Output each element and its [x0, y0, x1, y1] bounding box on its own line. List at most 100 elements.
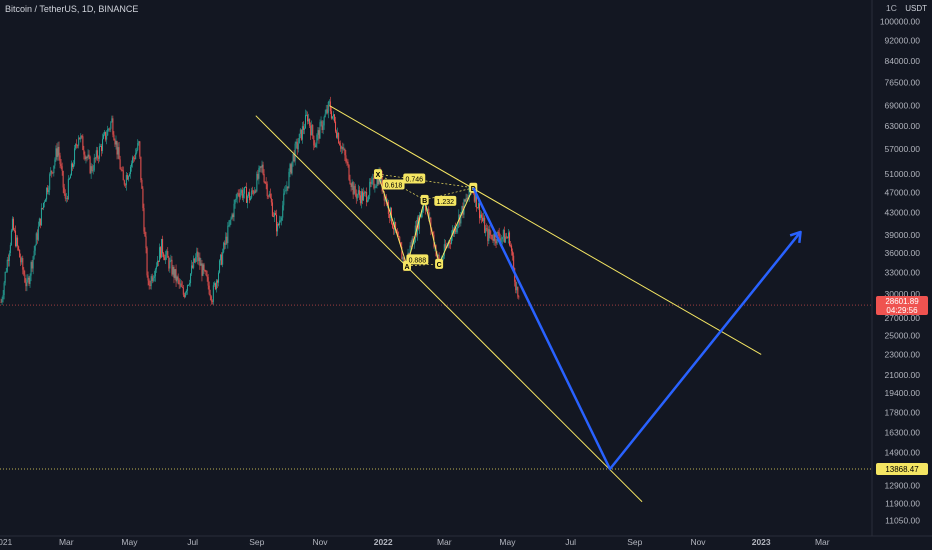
- candle-body: [93, 157, 95, 171]
- candle-body: [267, 195, 269, 197]
- candle-body: [13, 229, 15, 231]
- currency-selector[interactable]: USDT: [903, 4, 929, 13]
- candle-body: [36, 233, 38, 240]
- candle-body: [139, 141, 141, 157]
- candle-body: [196, 251, 198, 257]
- candle-body: [339, 143, 341, 146]
- candle-body: [461, 206, 463, 212]
- candle-body: [331, 116, 333, 119]
- candle-body: [517, 286, 519, 297]
- candle-body: [96, 150, 98, 158]
- candle-body: [374, 187, 376, 189]
- candle-body: [286, 186, 288, 191]
- candle-body: [1, 299, 3, 303]
- candle-body: [37, 226, 39, 240]
- candle-body: [292, 153, 294, 162]
- price-tick-label: 23000.00: [885, 349, 921, 359]
- candle-body: [422, 210, 424, 213]
- candle-body: [164, 257, 166, 261]
- candle-body: [56, 148, 58, 157]
- price-tick-label: 16300.00: [885, 427, 921, 437]
- candle-body: [475, 192, 477, 208]
- candle-body: [51, 170, 53, 173]
- candle-body: [465, 198, 467, 202]
- candle-body: [61, 166, 63, 171]
- pattern-point-label: B: [422, 198, 427, 205]
- candle-body: [500, 239, 502, 243]
- candle-body: [460, 211, 462, 224]
- candle-body: [381, 175, 383, 192]
- candle-body: [42, 202, 44, 209]
- pattern-ratio-label: 0.888: [409, 257, 427, 264]
- candle-body: [395, 221, 397, 231]
- pattern-point-b: [420, 194, 429, 205]
- candle-body: [10, 230, 12, 246]
- candle-body: [74, 148, 76, 165]
- candle-body: [85, 157, 87, 160]
- candle-body: [335, 121, 337, 132]
- candle-body: [318, 130, 320, 139]
- candle-body: [99, 145, 101, 147]
- candle-body: [120, 169, 122, 170]
- time-tick-label: 021: [0, 537, 13, 547]
- candle-body: [515, 281, 517, 291]
- candle-body: [341, 147, 343, 149]
- candle-body: [449, 243, 451, 245]
- candle-body: [103, 134, 105, 139]
- candle-body: [303, 128, 305, 130]
- candle-body: [119, 159, 121, 170]
- candle-body: [456, 228, 458, 233]
- candle-body: [19, 249, 21, 258]
- candle-body: [328, 101, 330, 103]
- candle-body: [368, 195, 370, 201]
- candle-body: [511, 245, 513, 252]
- candle-body: [125, 174, 127, 186]
- candle-body: [268, 193, 270, 197]
- candle-body: [212, 285, 214, 302]
- candle-body: [344, 149, 346, 156]
- candle-body: [255, 190, 257, 192]
- candle-body: [232, 214, 234, 218]
- candle-body: [334, 114, 336, 122]
- candle-body: [166, 251, 168, 255]
- candle-body: [195, 256, 197, 263]
- candle-body: [473, 193, 475, 202]
- candle-body: [430, 217, 432, 230]
- candle-body: [71, 163, 73, 168]
- candle-body: [84, 154, 86, 160]
- candle-body: [41, 208, 43, 209]
- candle-body: [225, 236, 227, 245]
- candle-body: [132, 157, 134, 164]
- candle-body: [100, 145, 102, 152]
- candle-body: [194, 258, 196, 263]
- candle-body: [371, 179, 373, 184]
- candle-body: [360, 191, 362, 204]
- candle-body: [44, 201, 46, 203]
- candle-body: [495, 241, 497, 244]
- candle-body: [323, 116, 325, 126]
- candle-body: [32, 256, 34, 269]
- candle-body: [348, 164, 350, 180]
- pattern-point-label: A: [404, 264, 409, 271]
- candle-body: [306, 114, 308, 116]
- candle-body: [200, 263, 202, 266]
- candle-body: [102, 138, 104, 152]
- price-tick-label: 1C: [886, 3, 897, 13]
- candle-body: [375, 186, 377, 188]
- candle-body: [97, 157, 99, 159]
- candle-body: [136, 150, 138, 154]
- candle-body: [443, 244, 445, 256]
- price-tick-label: 11050.00: [885, 515, 920, 525]
- candle-body: [309, 118, 311, 126]
- price-tick-label: 11900.00: [885, 499, 920, 509]
- candle-body: [128, 174, 130, 177]
- candle-body: [441, 258, 443, 260]
- candle-body: [487, 229, 489, 242]
- candle-body: [238, 193, 240, 198]
- candle-body: [207, 277, 209, 286]
- channel-trendline: [329, 105, 762, 355]
- candle-body: [34, 245, 36, 251]
- candle-body: [510, 245, 512, 247]
- candle-body: [206, 275, 208, 278]
